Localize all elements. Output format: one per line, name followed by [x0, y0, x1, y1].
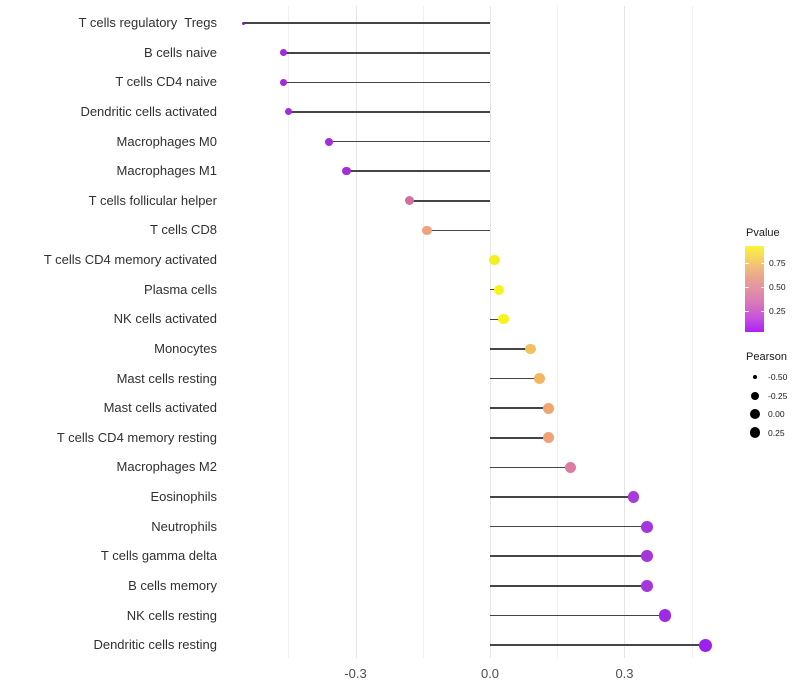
category-label: Plasma cells	[144, 281, 217, 297]
data-point	[498, 314, 509, 325]
lollipop-stick	[490, 466, 571, 469]
data-point	[342, 167, 351, 176]
data-point	[698, 638, 712, 652]
category-label: T cells CD4 memory activated	[43, 252, 217, 268]
pvalue-tick-label: 0.50	[769, 282, 786, 293]
data-point	[280, 49, 288, 57]
lollipop-stick	[328, 140, 490, 143]
x-axis-tick-label: -0.3	[344, 666, 367, 681]
pearson-size-label: 0.25	[768, 427, 785, 438]
data-point	[542, 432, 554, 444]
data-point	[641, 579, 653, 592]
category-label: Macrophages M0	[116, 133, 217, 149]
category-label: Macrophages M1	[116, 163, 217, 179]
category-label: B cells memory	[128, 577, 217, 593]
pearson-legend-title: Pearson	[746, 351, 787, 363]
data-point	[489, 254, 500, 266]
data-point	[641, 550, 653, 563]
category-label: Neutrophils	[151, 518, 217, 534]
pvalue-bar-tick	[760, 310, 764, 312]
category-label: T cells CD4 naive	[115, 74, 217, 90]
data-point	[641, 520, 653, 533]
pearson-size-label: 0.00	[768, 409, 785, 419]
lollipop-stick	[490, 614, 665, 617]
x-axis-tick-label: 0.0	[480, 666, 500, 681]
lollipop-stick	[346, 170, 490, 172]
data-point	[525, 343, 536, 355]
major-gridline	[355, 6, 357, 658]
category-label: Dendritic cells resting	[93, 637, 217, 653]
data-point	[280, 78, 288, 86]
category-label: Macrophages M2	[116, 459, 217, 475]
pearson-size-dot	[751, 391, 759, 400]
pvalue-bar-tick	[760, 287, 764, 289]
category-label: Monocytes	[154, 340, 217, 356]
lollipop-stick	[490, 436, 549, 439]
pvalue-bar-tick	[745, 287, 749, 289]
pvalue-legend-title: Pvalue	[746, 227, 780, 239]
minor-gridline	[288, 6, 290, 658]
pearson-size-dot	[749, 427, 761, 438]
data-point	[241, 21, 245, 25]
pearson-size-dot	[750, 409, 760, 419]
lollipop-stick	[243, 22, 490, 24]
pvalue-tick-label: 0.25	[769, 305, 786, 316]
pvalue-colorbar	[745, 246, 764, 332]
lollipop-stick	[283, 81, 490, 84]
pvalue-tick-label: 0.75	[769, 258, 786, 269]
category-label: Eosinophils	[150, 489, 218, 505]
lollipop-stick	[490, 318, 504, 321]
pvalue-bar-tick	[745, 310, 749, 312]
x-axis-tick-label: 0.3	[615, 666, 634, 681]
category-label: Mast cells resting	[116, 370, 217, 386]
pearson-size-label: -0.25	[768, 390, 788, 401]
data-point	[284, 108, 292, 116]
lollipop-stick	[490, 644, 706, 646]
data-point	[658, 609, 671, 622]
category-label: Dendritic cells activated	[80, 103, 217, 119]
data-point	[404, 196, 414, 206]
category-label: T cells follicular helper	[88, 192, 217, 208]
pvalue-bar-tick	[745, 263, 749, 265]
data-point	[422, 225, 433, 236]
data-point	[565, 461, 577, 473]
pearson-size-dot	[752, 374, 758, 380]
lollipop-stick	[288, 111, 490, 113]
lollipop-stick	[490, 407, 549, 409]
pvalue-bar-tick	[760, 263, 764, 265]
major-gridline	[490, 6, 491, 658]
minor-gridline	[557, 6, 559, 658]
category-label: Mast cells activated	[103, 400, 217, 416]
category-label: T cells regulatory Tregs	[78, 15, 217, 31]
data-point	[493, 284, 505, 295]
data-point	[542, 402, 554, 414]
pearson-size-label: -0.50	[768, 372, 788, 382]
lollipop-stick	[490, 377, 540, 380]
major-gridline	[624, 6, 626, 658]
minor-gridline	[691, 6, 693, 658]
lollipop-stick	[490, 525, 647, 528]
category-label: NK cells activated	[113, 311, 217, 327]
data-point	[324, 137, 333, 146]
lollipop-stick	[409, 200, 490, 202]
category-label: B cells naive	[144, 44, 217, 60]
minor-gridline	[422, 6, 424, 658]
lollipop-stick	[490, 585, 647, 587]
data-point	[533, 373, 545, 384]
lollipop-stick	[490, 496, 634, 498]
category-label: NK cells resting	[126, 607, 217, 623]
category-label: T cells CD4 memory resting	[56, 429, 217, 445]
lollipop-stick	[283, 51, 490, 54]
lollipop-stick	[490, 555, 647, 558]
lollipop-stick	[427, 229, 490, 232]
category-label: T cells CD8	[150, 222, 217, 238]
lollipop-stick	[490, 348, 531, 350]
data-point	[627, 491, 640, 503]
category-label: T cells gamma delta	[100, 548, 217, 564]
